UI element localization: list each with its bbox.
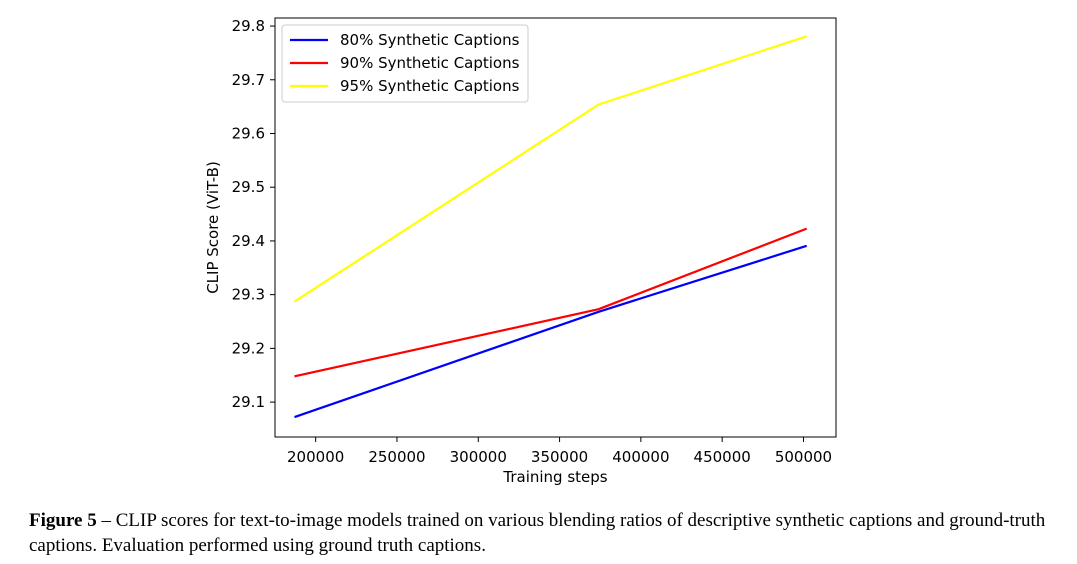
line-chart: 200000 250000 300000 350000 400000 450000 5000… xyxy=(204,17,837,486)
x-tick-label: 400000 xyxy=(612,448,669,466)
legend-box xyxy=(281,24,529,103)
y-tick-label: 29.1 xyxy=(232,393,265,411)
y-tick-label: 29.2 xyxy=(232,339,265,357)
y-tick-label: 29.7 xyxy=(232,71,265,89)
series-line-2 xyxy=(294,227,808,378)
figure-caption-text: – CLIP scores for text-to-image models t… xyxy=(29,510,1046,556)
x-tick-label: 300000 xyxy=(450,448,507,466)
series-line-1 xyxy=(294,244,808,419)
x-tick-label: 350000 xyxy=(531,448,588,466)
y-tick-label: 29.3 xyxy=(232,286,265,304)
legend-entry: 80% Synthetic Captions xyxy=(340,31,520,49)
legend-entry: 90% Synthetic Captions xyxy=(340,54,520,72)
y-axis-label: CLIP Score (ViT-B) xyxy=(204,161,222,294)
y-tick-label: 29.5 xyxy=(232,178,265,196)
x-axis-label: Training steps xyxy=(502,468,607,486)
plot-frame xyxy=(274,17,837,438)
x-tick-label: 200000 xyxy=(287,448,344,466)
x-tick-label: 500000 xyxy=(775,448,832,466)
legend-entry: 95% Synthetic Captions xyxy=(340,77,520,95)
series-line-3 xyxy=(293,35,808,303)
y-tick-label: 29.4 xyxy=(232,232,265,250)
x-tick-label: 450000 xyxy=(694,448,751,466)
x-tick-label: 250000 xyxy=(368,448,425,466)
legend: 80% Synthetic Captions 90% Synthetic Capt… xyxy=(281,24,529,103)
figure-label: Figure 5 xyxy=(29,510,97,531)
y-tick-label: 29.8 xyxy=(232,17,265,35)
x-axis-ticks: 200000 250000 300000 350000 400000 450000 5000… xyxy=(287,437,832,466)
y-axis-ticks: 29.1 29.2 29.3 29.4 29.5 29.6 29.7 29.8 xyxy=(232,17,275,411)
series-layer xyxy=(293,35,808,419)
figure-caption: Figure 5 – CLIP scores for text-to-image… xyxy=(29,508,1069,558)
y-tick-label: 29.6 xyxy=(232,124,265,142)
